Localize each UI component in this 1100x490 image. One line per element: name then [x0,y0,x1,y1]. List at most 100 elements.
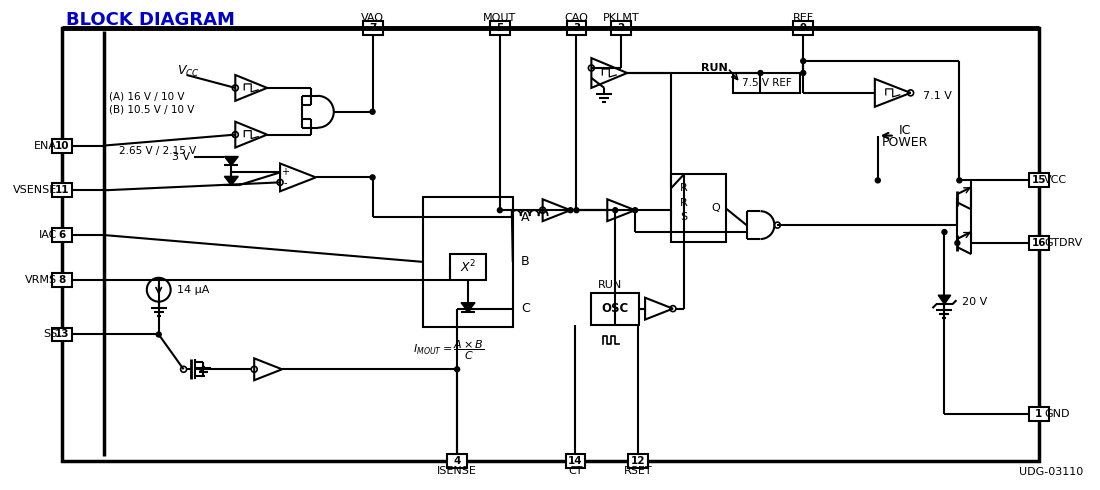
Bar [53,327,73,342]
Bar [450,254,486,280]
Text: 14 μA: 14 μA [177,285,209,295]
Text: +: + [280,167,289,177]
Text: GTDRV: GTDRV [1044,238,1082,248]
Circle shape [568,208,573,213]
Circle shape [801,71,805,75]
Bar [1028,236,1049,250]
Circle shape [957,178,961,183]
Bar [490,21,509,35]
Text: 10: 10 [55,141,69,150]
Circle shape [758,71,763,75]
Text: (A) 16 V / 10 V: (A) 16 V / 10 V [109,92,185,102]
Circle shape [370,175,375,180]
Text: VAO: VAO [361,13,384,24]
Bar [566,21,586,35]
Text: R: R [680,183,688,194]
Text: RUN: RUN [701,63,727,73]
Text: 7.5 V REF: 7.5 V REF [741,78,791,88]
Text: GND: GND [1044,409,1069,419]
Text: 4: 4 [453,456,461,466]
Bar [53,183,73,197]
Text: 16: 16 [1032,238,1046,248]
Text: 2.65 V / 2.15 V: 2.65 V / 2.15 V [119,146,196,155]
Text: -: - [284,178,287,188]
Circle shape [613,208,618,213]
Bar [628,454,648,468]
Bar [53,228,73,242]
Text: CT: CT [569,466,583,476]
Circle shape [370,109,375,114]
Text: 6: 6 [58,230,66,240]
Circle shape [801,59,805,64]
Bar [793,21,813,35]
Circle shape [632,208,638,213]
Bar [448,454,468,468]
Polygon shape [461,303,475,312]
Bar [671,174,726,242]
Text: $V_{CC}$: $V_{CC}$ [177,63,200,78]
Text: 5: 5 [496,23,504,33]
Text: MOUT: MOUT [483,13,517,24]
Bar [363,21,383,35]
Text: UDG-03110: UDG-03110 [1020,466,1084,477]
Bar [1028,173,1049,187]
Text: REF: REF [793,13,814,24]
Bar [53,273,73,287]
Text: A: A [520,211,529,223]
Circle shape [454,367,460,372]
Text: $I_{MOUT} = \dfrac{A \times B}{C}$: $I_{MOUT} = \dfrac{A \times B}{C}$ [414,339,485,362]
Text: $X^2$: $X^2$ [460,259,476,275]
Circle shape [955,241,960,245]
Text: IC: IC [899,124,911,137]
Polygon shape [938,295,950,304]
Text: S: S [680,212,688,222]
Text: 14: 14 [568,456,583,466]
Text: Q: Q [712,203,720,213]
Text: 11: 11 [55,185,69,196]
Text: VSENSE: VSENSE [13,185,57,196]
Text: ISENSE: ISENSE [437,466,477,476]
Circle shape [942,230,947,235]
Circle shape [574,208,579,213]
Polygon shape [224,156,239,166]
Text: 3: 3 [573,23,580,33]
Circle shape [497,208,503,213]
Text: R: R [680,198,688,208]
Text: 12: 12 [631,456,646,466]
Text: CAO: CAO [564,13,589,24]
Text: PKLMT: PKLMT [603,13,639,24]
Text: 7: 7 [368,23,376,33]
Bar [565,454,585,468]
Text: C: C [520,302,529,315]
Text: BLOCK DIAGRAM: BLOCK DIAGRAM [66,11,235,29]
Text: OSC: OSC [602,302,629,315]
Text: 2: 2 [617,23,625,33]
Text: (B) 10.5 V / 10 V: (B) 10.5 V / 10 V [109,105,195,115]
Bar [1028,407,1049,421]
Text: 15: 15 [1032,175,1046,185]
Text: 9: 9 [800,23,806,33]
Text: 7.1 V: 7.1 V [923,91,952,101]
Text: VCC: VCC [1044,175,1067,185]
Circle shape [876,178,880,183]
Text: POWER: POWER [881,136,928,149]
Bar [424,197,513,326]
Text: IAC: IAC [39,230,57,240]
Text: 8: 8 [58,275,66,285]
Bar [63,28,1038,461]
Circle shape [465,306,471,311]
Bar [592,293,639,324]
Text: RSET: RSET [624,466,652,476]
Text: 13: 13 [55,329,69,340]
Text: ENA: ENA [34,141,57,150]
Text: B: B [520,255,529,269]
Bar [612,21,631,35]
Text: 20 V: 20 V [962,296,988,307]
Text: SS: SS [43,329,57,340]
Polygon shape [224,176,239,185]
Text: 1: 1 [1035,409,1043,419]
Text: VRMS: VRMS [25,275,57,285]
Circle shape [156,332,162,337]
Text: RUN: RUN [598,280,623,290]
Text: 3 V: 3 V [173,151,190,162]
